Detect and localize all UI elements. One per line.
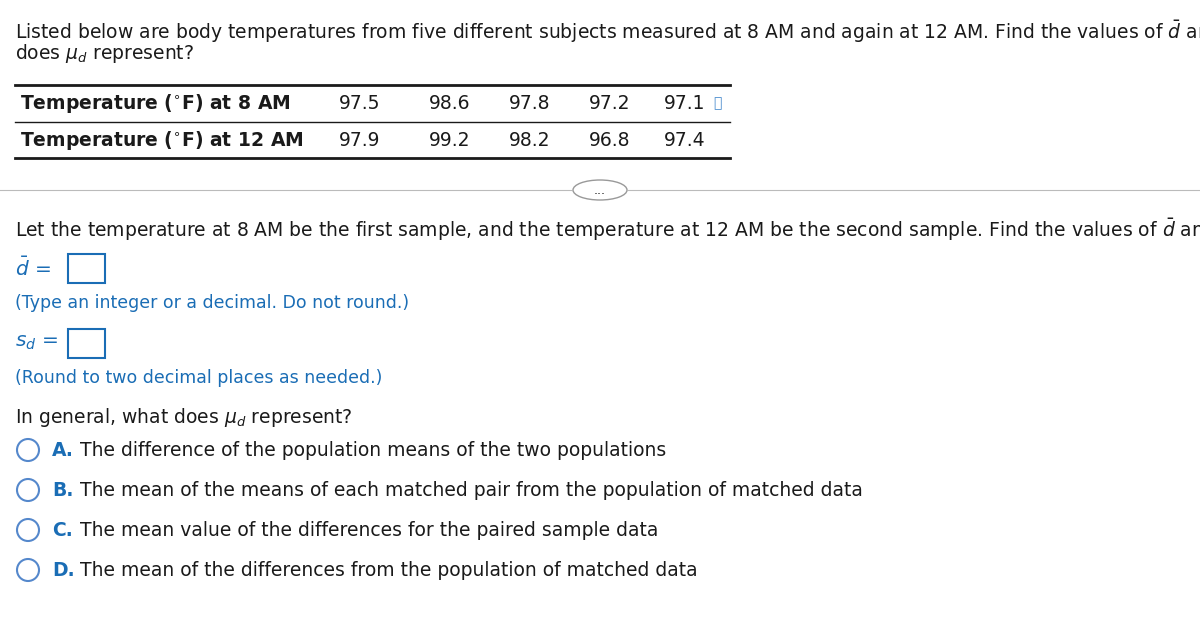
Text: B.: B. <box>52 480 73 500</box>
Text: ...: ... <box>594 184 606 197</box>
Text: D.: D. <box>52 561 74 579</box>
Text: 97.9: 97.9 <box>340 131 380 149</box>
Text: 97.4: 97.4 <box>664 131 706 149</box>
FancyBboxPatch shape <box>67 329 104 357</box>
Text: 97.1: 97.1 <box>665 94 706 113</box>
Text: does $\mu_d$ represent?: does $\mu_d$ represent? <box>14 42 194 65</box>
Text: Temperature ($^{\circ}$F) at 12 AM: Temperature ($^{\circ}$F) at 12 AM <box>20 128 304 151</box>
Text: 96.8: 96.8 <box>589 131 631 149</box>
Text: ⧉: ⧉ <box>713 96 721 110</box>
Text: 98.6: 98.6 <box>430 94 470 113</box>
Text: $\bar{d}$ =: $\bar{d}$ = <box>14 256 50 279</box>
Text: (Type an integer or a decimal. Do not round.): (Type an integer or a decimal. Do not ro… <box>14 294 409 312</box>
Ellipse shape <box>574 180 628 200</box>
Text: Listed below are body temperatures from five different subjects measured at 8 AM: Listed below are body temperatures from … <box>14 18 1200 45</box>
Text: Temperature ($^{\circ}$F) at 8 AM: Temperature ($^{\circ}$F) at 8 AM <box>20 92 290 115</box>
Text: 97.8: 97.8 <box>509 94 551 113</box>
Text: The difference of the population means of the two populations: The difference of the population means o… <box>80 440 666 459</box>
Text: A.: A. <box>52 440 74 459</box>
Text: 98.2: 98.2 <box>509 131 551 149</box>
Text: 97.2: 97.2 <box>589 94 631 113</box>
Text: 97.5: 97.5 <box>340 94 380 113</box>
Text: Let the temperature at 8 AM be the first sample, and the temperature at 12 AM be: Let the temperature at 8 AM be the first… <box>14 216 1200 243</box>
Text: The mean value of the differences for the paired sample data: The mean value of the differences for th… <box>80 521 659 540</box>
Text: The mean of the differences from the population of matched data: The mean of the differences from the pop… <box>80 561 697 579</box>
Text: In general, what does $\mu_d$ represent?: In general, what does $\mu_d$ represent? <box>14 406 353 429</box>
Text: C.: C. <box>52 521 73 540</box>
FancyBboxPatch shape <box>67 253 104 283</box>
Text: 99.2: 99.2 <box>430 131 470 149</box>
Text: $s_d$ =: $s_d$ = <box>14 334 58 353</box>
Text: The mean of the means of each matched pair from the population of matched data: The mean of the means of each matched pa… <box>80 480 863 500</box>
Text: (Round to two decimal places as needed.): (Round to two decimal places as needed.) <box>14 369 383 387</box>
